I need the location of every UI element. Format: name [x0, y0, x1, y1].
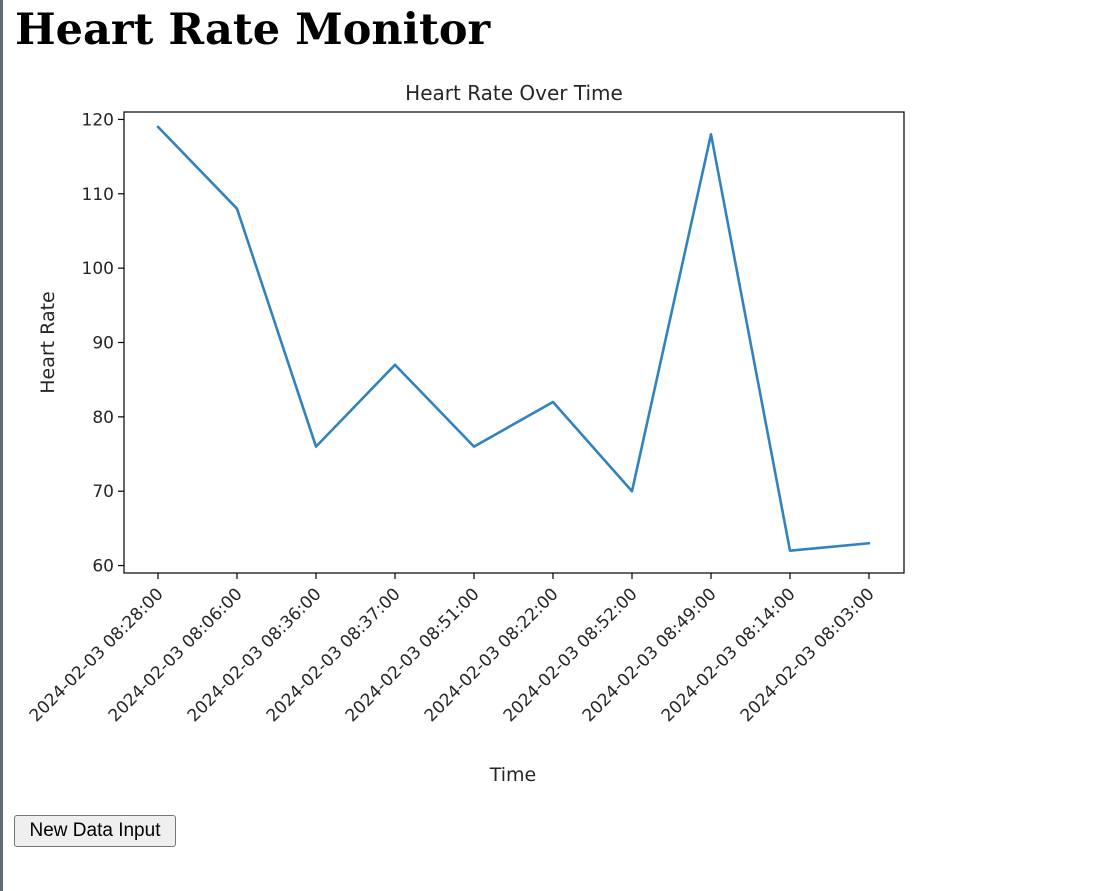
x-tick-label: 2024-02-03 08:51:00	[342, 584, 484, 726]
y-tick-label: 120	[82, 110, 114, 130]
x-tick-label: 2024-02-03 08:28:00	[26, 584, 168, 726]
chart-title: Heart Rate Over Time	[405, 81, 623, 105]
chart-canvas: Heart Rate Over Time 60 70 80 90 100 110 120 202…	[26, 81, 905, 786]
page-title: Heart Rate Monitor	[15, 5, 491, 55]
y-tick-label: 110	[82, 185, 114, 205]
y-tick-label: 70	[92, 482, 114, 502]
x-tick-label: 2024-02-03 08:49:00	[579, 584, 721, 726]
x-tick-label: 2024-02-03 08:37:00	[263, 584, 405, 726]
heart-rate-series-line	[156, 125, 871, 552]
x-tick-label: 2024-02-03 08:03:00	[737, 584, 879, 726]
x-tick-label: 2024-02-03 08:22:00	[421, 584, 563, 726]
y-tick-label: 90	[92, 334, 114, 354]
y-tick-label: 60	[92, 557, 114, 577]
y-tick-label: 100	[82, 259, 114, 279]
y-tick-label: 80	[92, 408, 114, 428]
new-data-input-button[interactable]: New Data Input	[14, 815, 176, 847]
y-axis-label: Heart Rate	[37, 291, 59, 394]
x-tick-label: 2024-02-03 08:52:00	[500, 584, 642, 726]
x-axis-label: Time	[489, 764, 537, 786]
heart-rate-chart: Heart Rate Over Time 60 70 80 90 100 110 120 202…	[3, 0, 1003, 800]
x-tick-label: 2024-02-03 08:36:00	[184, 584, 326, 726]
x-tick-label: 2024-02-03 08:14:00	[658, 584, 800, 726]
x-tick-label: 2024-02-03 08:06:00	[105, 584, 247, 726]
plot-frame	[123, 111, 905, 574]
